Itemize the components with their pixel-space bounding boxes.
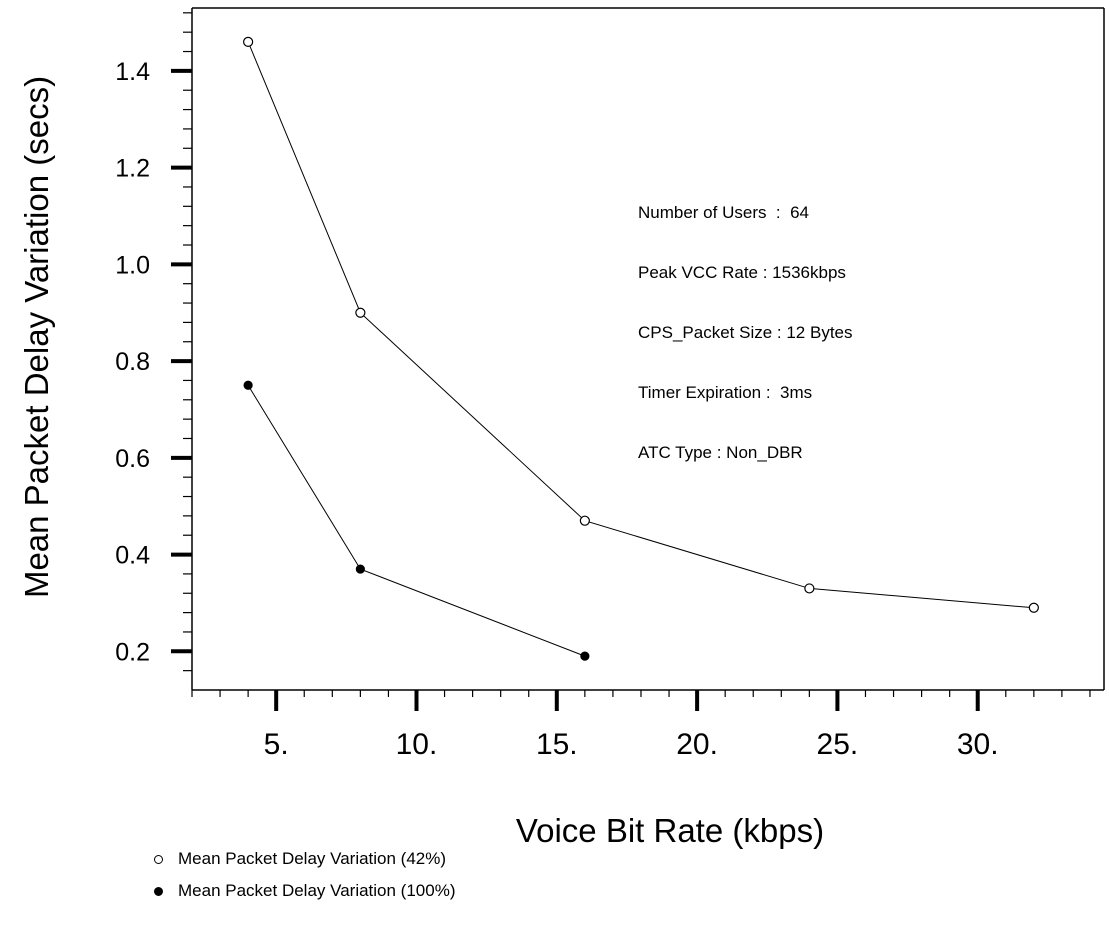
data-point-1 [243, 380, 253, 390]
y-tick-label: 1.0 [115, 251, 150, 279]
axes [191, 7, 1105, 691]
legend-entry-100: Mean Packet Delay Variation (100%) [152, 875, 456, 907]
series [243, 36, 1039, 661]
x-tick-label: 25. [817, 728, 859, 761]
annotation-line-users: Number of Users : 64 [638, 203, 810, 222]
open-circle-icon [154, 854, 163, 864]
legend-label-100: Mean Packet Delay Variation (100%) [178, 881, 456, 900]
x-tick-label: 15. [536, 728, 578, 761]
x-tick-label: 30. [957, 728, 999, 761]
legend-label-42: Mean Packet Delay Variation (42%) [178, 849, 447, 868]
y-axis-title: Mean Packet Delay Variation (secs) [18, 76, 55, 598]
y-tick-label: 1.2 [115, 155, 150, 183]
data-point-0 [1028, 602, 1039, 613]
annotation-line-cps-packet: CPS_Packet Size : 12 Bytes [638, 323, 853, 342]
series-line-1 [247, 385, 586, 657]
data-point-0 [243, 36, 254, 47]
annotation-line-atc-type: ATC Type : Non_DBR [638, 443, 803, 462]
data-point-1 [355, 564, 365, 574]
legend-entry-42: Mean Packet Delay Variation (42%) [152, 843, 456, 875]
filled-circle-icon [154, 886, 163, 896]
y-tick-label: 0.6 [115, 445, 150, 473]
y-tick-label: 0.2 [115, 638, 150, 666]
data-point-0 [579, 515, 590, 526]
y-tick-label: 0.8 [115, 348, 150, 376]
y-tick-label: 1.4 [115, 58, 150, 86]
y-tick-label: 0.4 [115, 542, 150, 570]
data-point-0 [804, 583, 815, 594]
ticks: 5. 10. 15. 20. 25. 30. 0.2 0.4 0.6 0.8 1.0 1.2 1.4 [115, 12, 1091, 761]
data-point-0 [355, 307, 366, 318]
annotation-line-timer: Timer Expiration : 3ms [638, 383, 813, 402]
simulation-parameters: Number of Users : 64 Peak VCC Rate : 153… [638, 163, 853, 483]
x-tick-label: 20. [676, 728, 718, 761]
x-tick-label: 5. [264, 728, 289, 761]
legend: Mean Packet Delay Variation (42%) Mean P… [152, 843, 456, 907]
data-point-1 [580, 651, 590, 661]
x-axis-title: Voice Bit Rate (kbps) [516, 812, 824, 849]
annotation-line-peak-vcc: Peak VCC Rate : 1536kbps [638, 263, 846, 282]
x-tick-label: 10. [396, 728, 438, 761]
